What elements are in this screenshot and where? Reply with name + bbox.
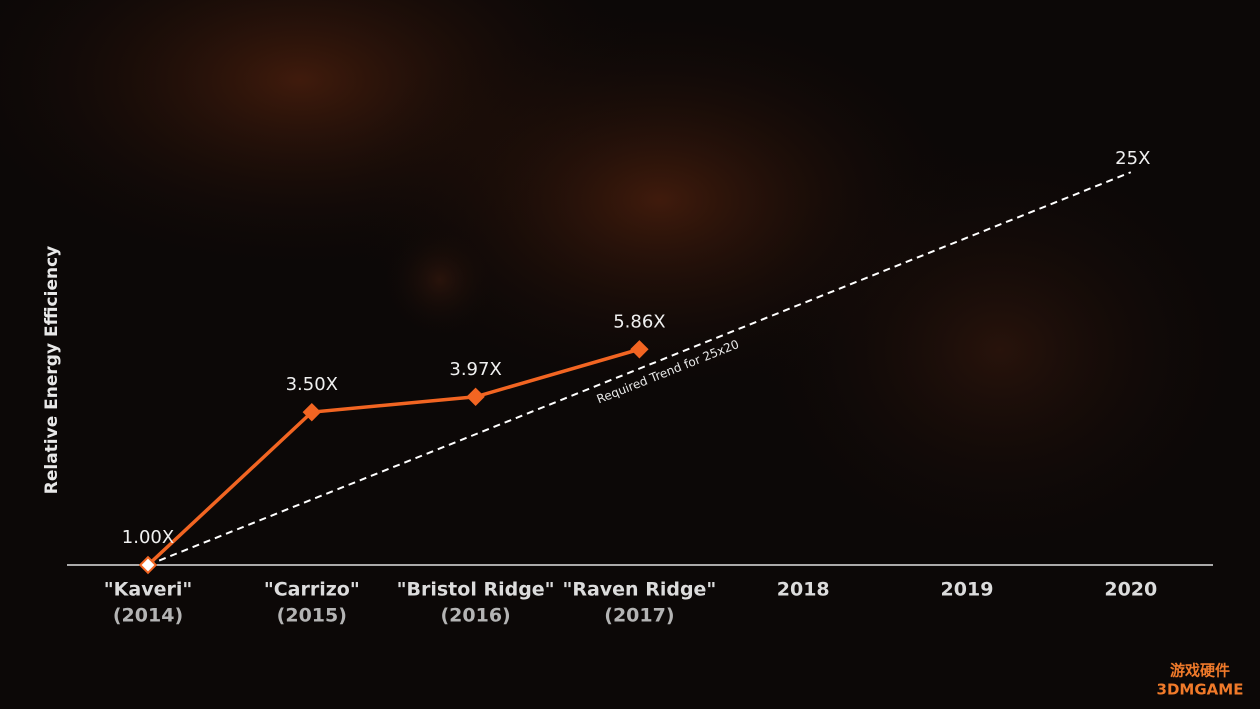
- y-axis-label: Relative Energy Efficiency: [42, 246, 62, 494]
- marker: [138, 555, 158, 575]
- marker: [302, 402, 321, 422]
- bokeh: [740, 130, 1260, 570]
- x-tick-label: "Raven Ridge": [562, 579, 716, 601]
- x-tick-label: "Kaveri": [104, 579, 193, 601]
- bokeh: [380, 220, 500, 340]
- x-tick-label: 2020: [1104, 579, 1157, 601]
- x-tick-label: (2016): [440, 605, 510, 627]
- trend-line: [147, 171, 1132, 566]
- data-label: 3.50X: [286, 374, 338, 395]
- series-line: [146, 347, 640, 567]
- data-label: 1.00X: [122, 527, 174, 548]
- data-label: 25X: [1115, 148, 1150, 169]
- x-tick-label: 2019: [941, 579, 994, 601]
- watermark: 游戏硬件: [1170, 662, 1230, 680]
- marker: [466, 387, 485, 406]
- x-tick-label: 2018: [777, 579, 830, 601]
- x-tick-label: (2017): [604, 605, 674, 627]
- watermark: 3DMGAME: [1157, 681, 1244, 699]
- x-tick-label: "Bristol Ridge": [397, 579, 555, 601]
- data-label: 5.86X: [613, 311, 665, 332]
- x-tick-label: "Carrizo": [264, 579, 360, 601]
- x-tick-label: (2015): [277, 605, 347, 627]
- data-label: 3.97X: [449, 359, 501, 380]
- marker: [630, 340, 649, 359]
- x-tick-label: (2014): [113, 605, 183, 627]
